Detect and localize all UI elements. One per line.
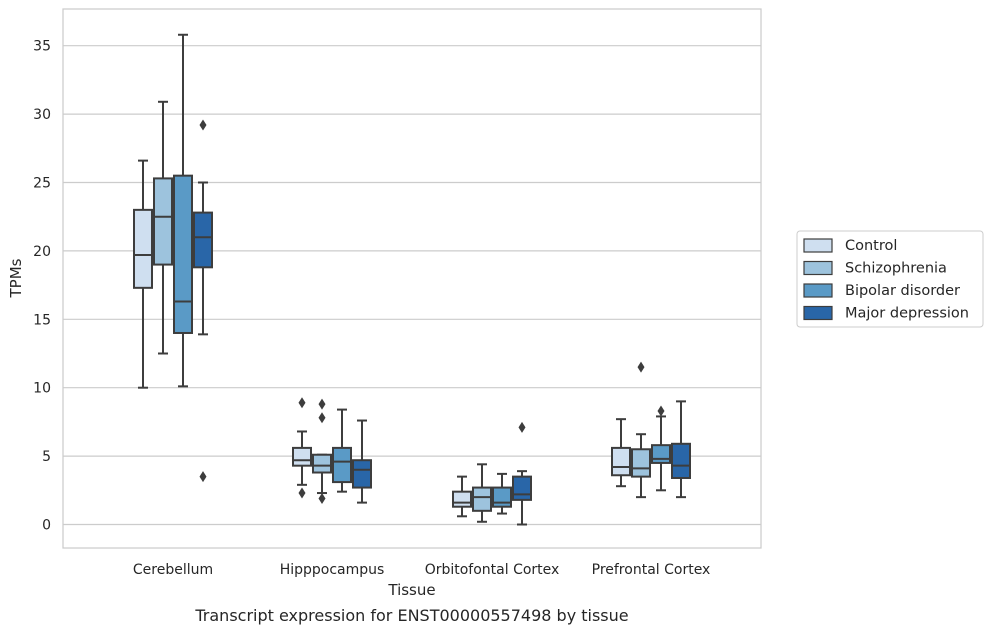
box-control [452,475,472,518]
legend-swatch [803,283,833,298]
x-tick-label: Prefrontal Cortex [592,562,711,578]
legend-label: Bipolar disorder [845,283,960,299]
x-axis-label: Tissue [387,581,435,599]
outlier-point [298,487,306,499]
x-tick-label: Orbitofontal Cortex [425,562,560,578]
box-major-depression [671,400,691,499]
legend-label: Major depression [845,306,969,322]
box-iqr [312,453,332,474]
outlier-point [318,493,326,505]
box-iqr [631,448,651,478]
outlier-point [199,471,207,483]
chart-caption: Transcript expression for ENST0000055749… [194,606,628,625]
y-tick-label: 5 [42,449,51,465]
x-tick-labels: Cerebellum Hipppocampus Orbitofontal Corte… [133,562,710,578]
box-iqr [173,174,193,334]
box-major-depression [193,119,213,483]
legend-swatch [803,305,833,321]
outlier-point [318,412,326,424]
legend-swatch [803,238,833,253]
box-schizophrenia [153,100,173,355]
box-bipolar-disorder [173,33,193,388]
box-iqr [452,490,472,508]
box-control [133,159,153,389]
legend-frame [796,230,984,328]
y-tick-label: 25 [33,176,51,192]
box-iqr [292,446,312,467]
box-iqr [492,486,512,508]
box-iqr [611,446,631,477]
box-iqr [671,442,691,479]
legend-label: Schizophrenia [845,261,947,277]
box-iqr [332,446,352,484]
box-control [611,418,631,488]
legend-swatch [803,260,833,276]
outlier-point [199,119,207,131]
box-iqr [472,486,492,512]
box-iqr [352,459,372,489]
x-tick-label: Hipppocampus [280,562,385,578]
plot-area [63,9,761,548]
box-iqr [193,211,213,269]
y-tick-label: 20 [33,244,51,260]
x-tick-label: Cerebellum [133,562,213,578]
y-tick-label: 30 [33,107,51,123]
outlier-point [657,405,665,417]
box-iqr [512,475,532,501]
outlier-point [298,397,306,409]
y-axis-label: TPMs [7,258,25,298]
box-iqr [651,444,671,464]
y-tick-label: 35 [33,39,51,55]
box-schizophrenia [312,398,332,505]
legend-label: Control [845,238,897,254]
y-tick-label: 0 [42,518,51,534]
y-tick-label: 10 [33,381,51,397]
outlier-point [318,398,326,410]
box-bipolar-disorder [492,472,512,515]
box-schizophrenia [631,361,651,499]
box-major-depression [352,419,372,504]
legend: Control Schizophrenia Bipolar disorder Majo… [796,230,984,328]
box-control [292,397,312,499]
box-iqr [153,177,173,266]
outlier-point [518,421,526,433]
box-major-depression [512,421,532,526]
box-bipolar-disorder [651,405,671,492]
box-schizophrenia [472,463,492,523]
y-tick-labels: 0 5 10 15 20 25 30 35 [33,39,51,534]
box-plots [133,33,691,526]
plot-frame [62,8,762,549]
outlier-point [637,361,645,373]
y-tick-label: 15 [33,312,51,328]
box-bipolar-disorder [332,408,352,493]
box-iqr [133,208,153,289]
